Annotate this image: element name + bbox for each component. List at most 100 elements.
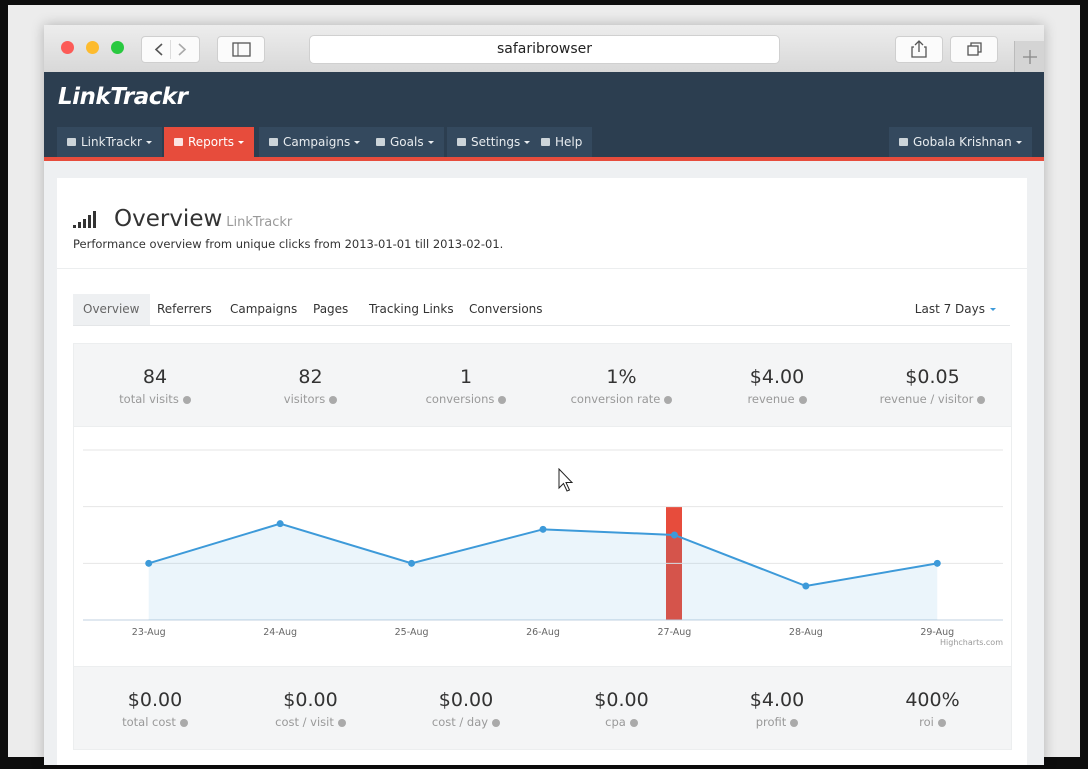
stat-value: $0.00: [283, 689, 338, 711]
nav-icon: [269, 138, 278, 146]
tabs-button[interactable]: [950, 36, 998, 63]
info-icon[interactable]: [337, 719, 346, 727]
point: [802, 582, 810, 590]
nav-icon: [67, 138, 76, 146]
stat-value: 400%: [905, 689, 960, 711]
stat: 82 visitors: [233, 344, 389, 406]
new-tab-button[interactable]: [1014, 41, 1044, 72]
nav-item[interactable]: Help: [531, 127, 593, 157]
area-fill: [148, 523, 938, 620]
stat: $0.00 cost / visit: [233, 667, 389, 729]
x-tick-label: 28-Aug: [789, 627, 823, 638]
tab-bar: Last 7 Days Overview Referrers Campaigns Pa…: [73, 294, 1010, 326]
nav-label: Help: [555, 135, 583, 149]
stat: 1% conversion rate: [544, 344, 700, 406]
info-icon[interactable]: [182, 396, 191, 404]
point: [670, 531, 678, 539]
content-card: Overview LinkTrackr Performance overview …: [57, 178, 1027, 765]
sidebar-button[interactable]: [217, 36, 265, 63]
tab[interactable]: Tracking Links: [369, 302, 454, 316]
stat-label: conversion rate: [544, 392, 700, 406]
stat-label-text: cpa: [605, 715, 626, 729]
stat-value: 1%: [606, 366, 637, 388]
title-text: Overview: [114, 206, 223, 232]
nav-item[interactable]: Reports: [164, 127, 255, 157]
separator: [57, 268, 1027, 269]
logo[interactable]: LinkTrackr: [58, 84, 188, 110]
nav-icon: [541, 138, 550, 146]
tab[interactable]: Conversions: [469, 302, 543, 316]
address-bar[interactable]: safaribrowser: [309, 35, 780, 64]
zoom-button[interactable]: [111, 41, 124, 54]
stat-label: visitors: [233, 392, 389, 406]
close-button[interactable]: [61, 41, 74, 54]
stat-value: 1: [459, 366, 473, 388]
tab[interactable]: Campaigns: [230, 302, 298, 316]
stat-value: $0.00: [594, 689, 649, 711]
info-icon[interactable]: [937, 719, 946, 727]
stat-value: $4.00: [749, 366, 805, 388]
mouse-cursor: [558, 468, 574, 492]
info-icon[interactable]: [977, 396, 986, 404]
nav-item[interactable]: Goals: [366, 127, 444, 157]
info-icon[interactable]: [498, 396, 507, 404]
info-icon[interactable]: [798, 396, 807, 404]
chart: 23-Aug 24-Aug 25-Aug 26-Aug 27-Aug 28-Aug 29-A…: [83, 449, 1003, 647]
user-icon: [899, 138, 908, 146]
info-icon[interactable]: [179, 719, 188, 727]
info-icon[interactable]: [664, 396, 673, 404]
minimize-button[interactable]: [86, 41, 99, 54]
stat-label: total visits: [77, 392, 233, 406]
user-menu[interactable]: Gobala Krishnan: [889, 127, 1032, 157]
nav-item[interactable]: LinkTrackr: [57, 127, 162, 157]
browser-toolbar: safaribrowser: [44, 25, 1044, 73]
point: [539, 525, 547, 533]
page-subtitle: LinkTrackr: [226, 215, 293, 230]
stat: 400% roi: [855, 667, 1011, 729]
point: [276, 520, 284, 528]
info-icon[interactable]: [629, 719, 638, 727]
tab[interactable]: Pages: [313, 302, 349, 316]
tab[interactable]: Overview: [73, 294, 150, 325]
back-forward[interactable]: [141, 36, 200, 63]
point: [145, 559, 153, 567]
stat-label: roi: [855, 715, 1011, 729]
stat-label-text: cost / day: [431, 715, 489, 729]
stat-value: 82: [298, 366, 323, 388]
stat-value: $0.05: [905, 366, 960, 388]
chart-box: 23-Aug 24-Aug 25-Aug 26-Aug 27-Aug 28-Aug 29-A…: [73, 425, 1012, 666]
app-header: LinkTrackr Gobala Krishnan LinkTrackr Rep…: [44, 72, 1044, 160]
stats-bottom: $0.00 total cost $0.00 cost / visit $0.00 cos…: [73, 666, 1012, 750]
stat-label-text: roi: [919, 715, 934, 729]
share-button[interactable]: [895, 36, 943, 63]
stat-label-text: revenue: [747, 392, 795, 406]
nav-label: Campaigns: [283, 135, 351, 149]
x-tick-label: 26-Aug: [526, 627, 560, 638]
stat-label: conversions: [388, 392, 544, 406]
share-icon: [911, 40, 927, 58]
stat: $0.00 cost / day: [388, 667, 544, 729]
stat-label-text: revenue / visitor: [879, 392, 974, 406]
nav-icon: [174, 138, 183, 146]
info-icon[interactable]: [790, 719, 799, 727]
range-select[interactable]: Last 7 Days: [915, 294, 996, 325]
stat-label-text: conversion rate: [570, 392, 661, 406]
sidebar-icon: [232, 42, 251, 57]
nav-label: Goals: [390, 135, 424, 149]
stat-label-text: visitors: [283, 392, 326, 406]
stat: $0.00 cpa: [544, 667, 700, 729]
stat-label-text: total visits: [119, 392, 179, 406]
stat-label-text: profit: [755, 715, 787, 729]
nav-item[interactable]: Campaigns: [259, 127, 371, 157]
description: Performance overview from unique clicks …: [73, 237, 504, 251]
stat-label: total cost: [77, 715, 233, 729]
info-icon[interactable]: [329, 396, 338, 404]
stat-value: $0.00: [127, 689, 183, 711]
stat-label-text: cost / visit: [275, 715, 334, 729]
info-icon[interactable]: [492, 719, 501, 727]
tab[interactable]: Referrers: [157, 302, 212, 316]
nav-item[interactable]: Settings: [447, 127, 541, 157]
nav-label: LinkTrackr: [81, 135, 142, 149]
stat: 1 conversions: [388, 344, 544, 406]
stat: 84 total visits: [77, 344, 233, 406]
